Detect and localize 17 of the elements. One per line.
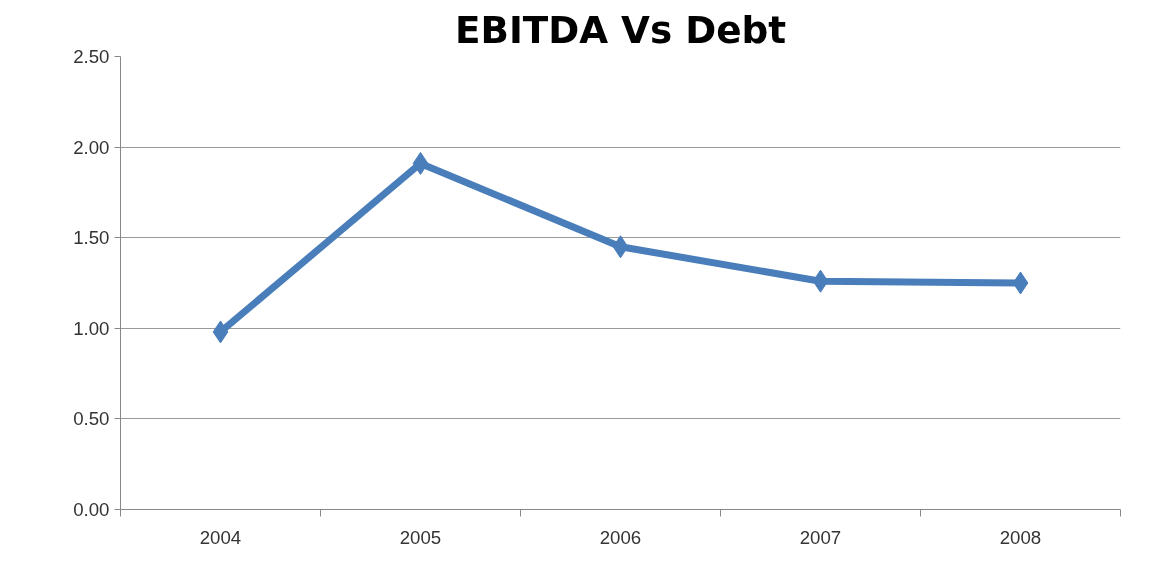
- x-tick-label: 2006: [599, 526, 642, 548]
- chart-title: EBITDA Vs Debt: [454, 7, 787, 52]
- point: [812, 269, 829, 293]
- x-tick-label: 2005: [399, 526, 442, 548]
- point: [412, 151, 429, 175]
- x-tick-label: 2004: [199, 526, 242, 548]
- point: [612, 235, 629, 259]
- x-tick-label: 2007: [799, 526, 842, 548]
- x-tick-label: 2008: [999, 526, 1042, 548]
- y-tick-label: 0.50: [73, 408, 110, 430]
- y-tick-label: 1.50: [73, 227, 110, 249]
- y-tick-label: 2.50: [73, 46, 110, 67]
- y-tick-label: 0.00: [73, 499, 110, 520]
- point: [212, 320, 229, 344]
- y-tick-label: 2.00: [73, 136, 110, 158]
- point: [1012, 271, 1029, 295]
- y-tick-label: 1.00: [73, 317, 110, 339]
